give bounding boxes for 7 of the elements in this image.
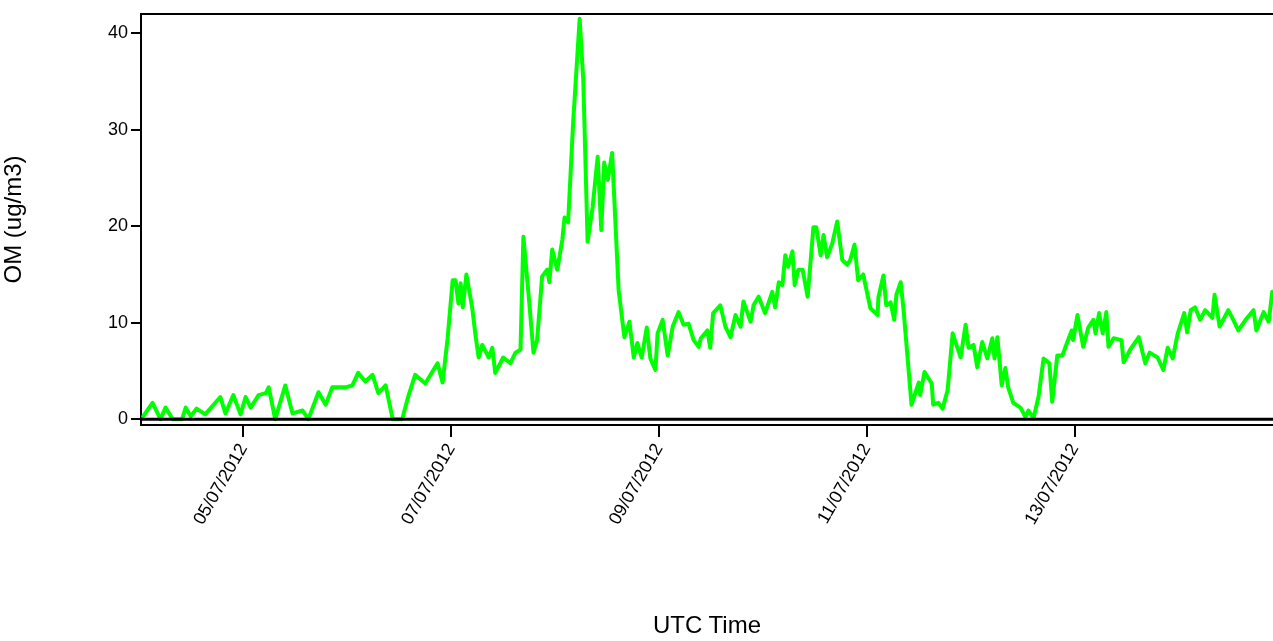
y-tick-label: 10 — [107, 311, 128, 332]
y-tick-label: 0 — [117, 408, 128, 429]
y-tick-label: 40 — [107, 22, 128, 43]
y-tick-label: 30 — [107, 118, 128, 139]
x-axis-title: UTC Time — [653, 611, 761, 639]
y-axis-title: OM (ug/m3) — [0, 155, 27, 284]
y-tick-label: 20 — [107, 215, 128, 236]
